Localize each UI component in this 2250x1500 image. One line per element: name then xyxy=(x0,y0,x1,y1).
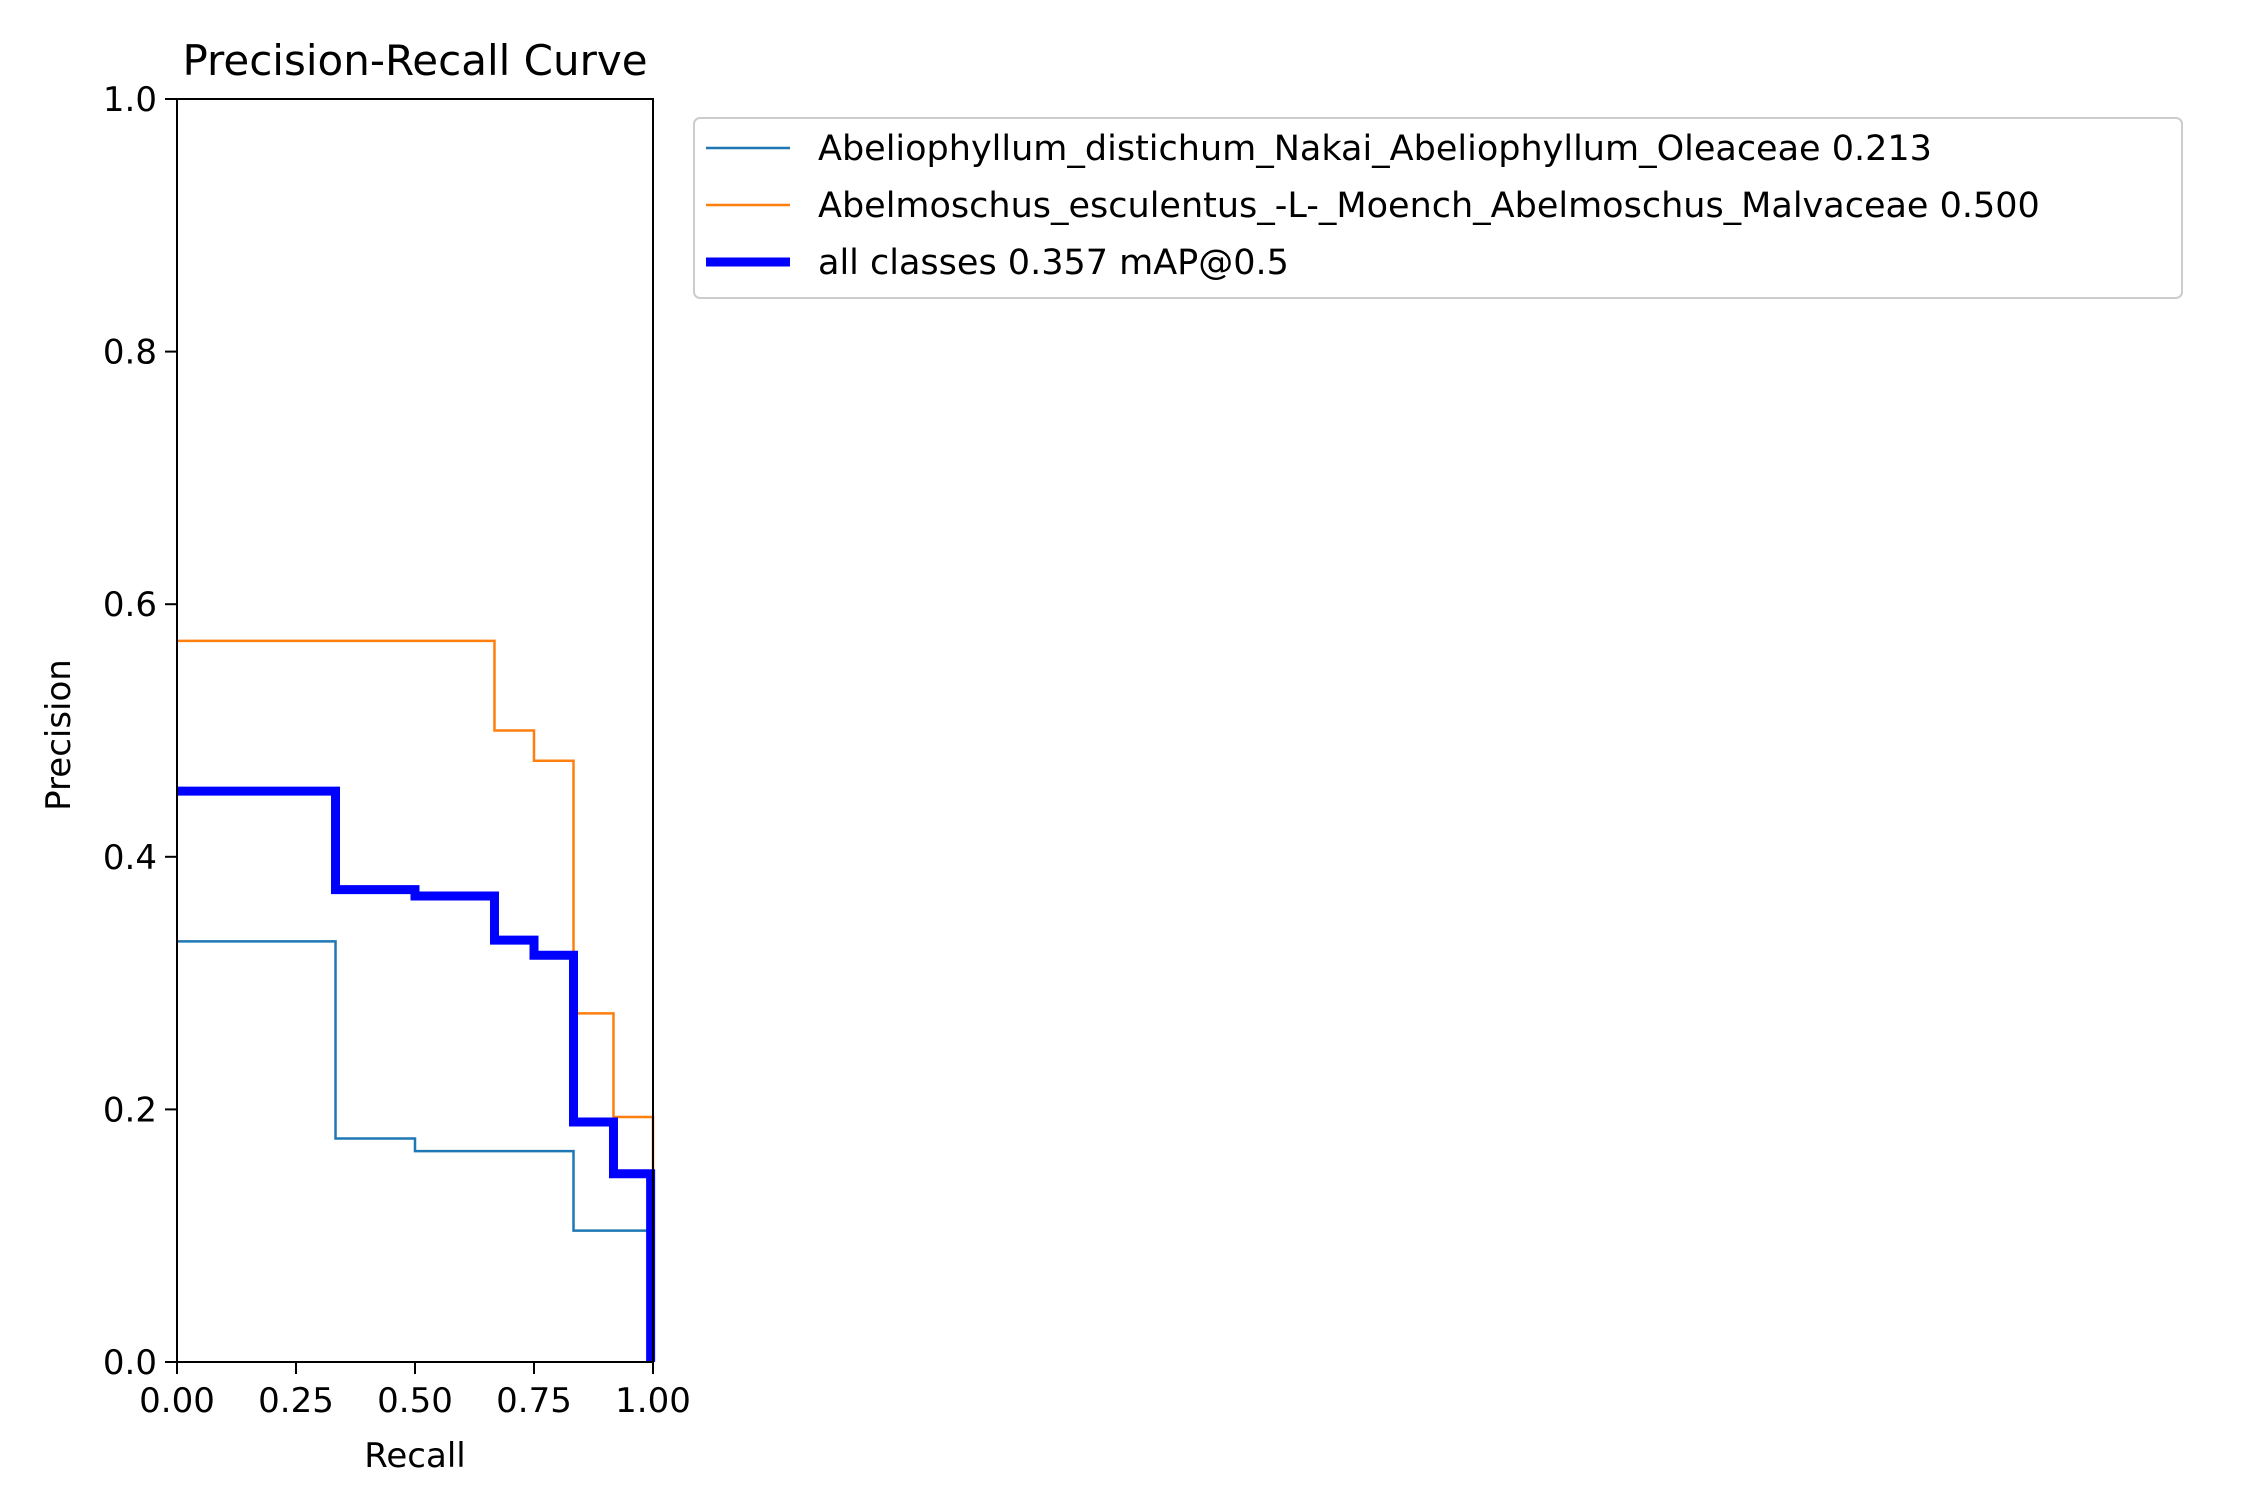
legend-entries: Abeliophyllum_distichum_Nakai_Abeliophyl… xyxy=(706,129,2040,283)
legend-label: Abelmoschus_esculentus_-L-_Moench_Abelmo… xyxy=(818,186,2040,226)
plot-frame xyxy=(176,98,654,1363)
series-line-2 xyxy=(177,639,655,1362)
x-tick-label: 0.00 xyxy=(139,1381,215,1421)
y-axis: 0.0 0.2 0.4 0.6 0.8 1.0 xyxy=(103,80,177,1383)
legend-box xyxy=(693,117,2183,299)
y-tick-label: 0.6 xyxy=(103,585,157,625)
y-tick-label: 1.0 xyxy=(103,80,157,120)
y-tick-label: 0.2 xyxy=(103,1090,157,1130)
x-axis-label: Recall xyxy=(364,1436,465,1476)
x-axis: 0.00 0.25 0.50 0.75 1.00 xyxy=(139,1362,691,1421)
chart-title: Precision-Recall Curve xyxy=(182,36,647,85)
series-line-3 xyxy=(177,786,656,1362)
y-tick-label: 0.4 xyxy=(103,838,157,878)
series-layer xyxy=(177,639,656,1362)
legend-label: all classes 0.357 mAP@0.5 xyxy=(818,243,1289,283)
series-line-1 xyxy=(177,940,652,1362)
legend: Abeliophyllum_distichum_Nakai_Abeliophyl… xyxy=(693,117,2183,299)
y-tick-label: 0.8 xyxy=(103,333,157,373)
x-tick-label: 0.75 xyxy=(496,1381,572,1421)
x-tick-label: 1.00 xyxy=(615,1381,691,1421)
y-tick-label: 0.0 xyxy=(103,1343,157,1383)
y-axis-label: Precision xyxy=(39,659,79,811)
x-tick-label: 0.25 xyxy=(258,1381,334,1421)
legend-label: Abeliophyllum_distichum_Nakai_Abeliophyl… xyxy=(818,129,1932,169)
x-tick-label: 0.50 xyxy=(377,1381,453,1421)
